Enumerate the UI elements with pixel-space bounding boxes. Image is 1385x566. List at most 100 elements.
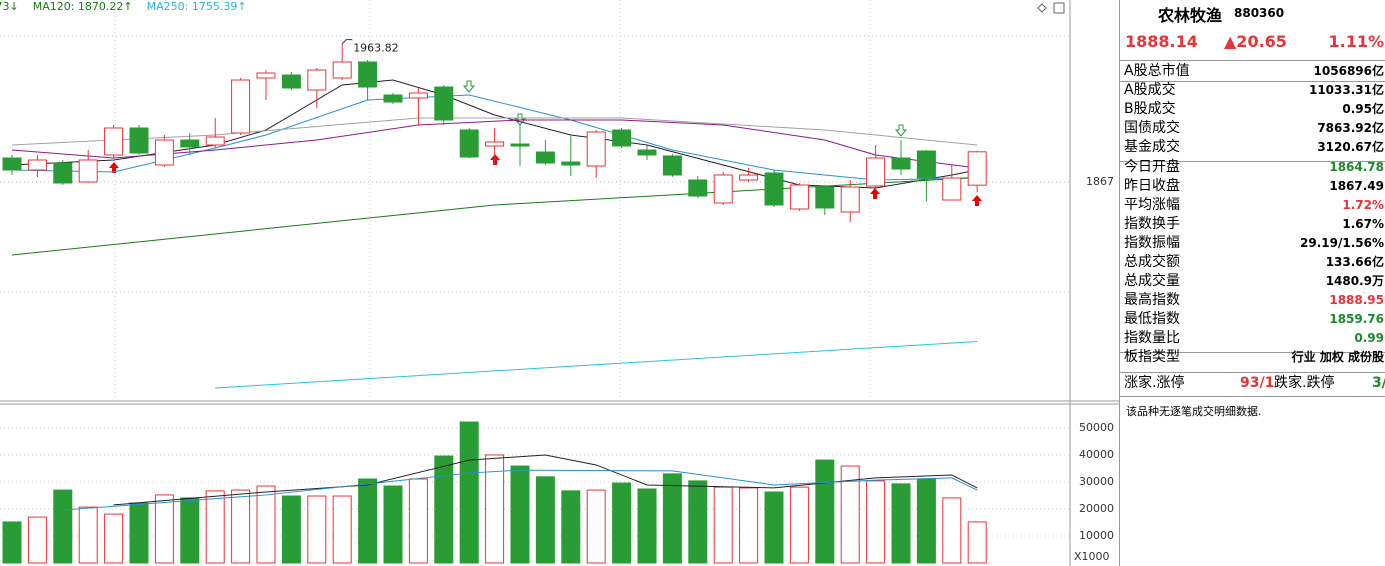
candle-body xyxy=(485,141,505,147)
candle-body xyxy=(561,161,581,166)
label: 跌家.跌停 xyxy=(1274,375,1335,391)
change: ▲20.65 xyxy=(1224,32,1287,51)
sell-arrow xyxy=(513,113,527,126)
stat-row: B股成交 0.95亿 xyxy=(1124,100,1385,119)
volume-bar xyxy=(688,480,708,564)
label: B股成交 xyxy=(1124,101,1176,117)
candle-body xyxy=(637,149,657,156)
value: 3120.67亿 xyxy=(1317,140,1384,154)
value: 0.95亿 xyxy=(1342,102,1384,116)
sell-arrow xyxy=(462,80,476,93)
divider xyxy=(1120,372,1385,373)
price: 1888.14 xyxy=(1125,32,1198,51)
candle-body xyxy=(434,86,454,121)
y-tick-label: 20000 xyxy=(1079,502,1114,515)
volume-bar xyxy=(942,497,962,564)
label: A股总市值 xyxy=(1124,63,1190,79)
stat-row: 指数振幅 29.19/1.56% xyxy=(1124,234,1385,253)
label: 总成交额 xyxy=(1124,254,1180,270)
candle-body xyxy=(662,155,682,176)
volume-bar xyxy=(408,478,428,564)
candle-body xyxy=(840,186,860,213)
volume-bar xyxy=(637,488,657,564)
signal-arrows xyxy=(462,80,908,137)
breadth-row: 涨家.涨停 93/1 跌家.跌停 3/0 xyxy=(1124,374,1385,393)
candle-body xyxy=(332,61,352,79)
icon[interactable] xyxy=(1037,3,1047,13)
candle-body xyxy=(358,61,378,88)
volume-bar xyxy=(967,521,987,564)
title: 农林牧渔 xyxy=(1158,6,1223,25)
value: 行业 加权 成份股 xyxy=(1291,350,1384,364)
volume-bar xyxy=(78,506,98,564)
chart-area: X1000 1867 1963.82 .73↓ MA120: 1870.22↑ MA25… xyxy=(0,0,1119,566)
stat-row: 平均涨幅 1.72% xyxy=(1124,196,1385,215)
candle-body xyxy=(612,129,632,147)
value: 1056896亿 xyxy=(1313,64,1384,78)
candle-body xyxy=(916,150,936,179)
volume-bar xyxy=(916,478,936,564)
volume-bar xyxy=(739,487,759,564)
volume-bar xyxy=(231,489,251,564)
y-tick-label: 10000 xyxy=(1079,529,1114,542)
candle-body xyxy=(815,186,835,209)
volume-bar xyxy=(789,486,809,564)
ma-line xyxy=(11,119,978,169)
value: 11033.31亿 xyxy=(1308,83,1384,97)
value: 29.19/1.56% xyxy=(1300,236,1384,250)
candle-body xyxy=(231,79,251,134)
volume-bar xyxy=(358,478,378,564)
volume-bar xyxy=(840,465,860,564)
sell-arrow xyxy=(894,124,908,137)
volume-bar xyxy=(713,486,733,564)
label: 国债成交 xyxy=(1124,120,1180,136)
stat-row: 昨日收盘 1867.49 xyxy=(1124,177,1385,196)
volume-bar xyxy=(662,473,682,564)
candle-body xyxy=(281,74,301,89)
value: 1.67% xyxy=(1342,217,1384,231)
candle-body xyxy=(53,162,73,184)
volume-bar xyxy=(180,497,200,564)
annotation: 1963.82 xyxy=(353,42,399,55)
label: 平均涨幅 xyxy=(1124,197,1180,213)
value: 1480.9万 xyxy=(1325,274,1384,288)
value: 1859.76 xyxy=(1329,312,1384,326)
candle-body xyxy=(383,94,403,103)
divider xyxy=(1120,352,1385,353)
divider xyxy=(1120,161,1385,162)
candle-body xyxy=(510,143,530,147)
volume-bar xyxy=(586,489,606,564)
percent: 1.11% xyxy=(1328,32,1384,51)
unit-label: X1000 xyxy=(1074,550,1110,563)
volume-bar xyxy=(129,502,149,564)
candle-body xyxy=(713,174,733,204)
volume-bar xyxy=(815,459,835,564)
volume-bar xyxy=(535,476,555,564)
value: 3/0 xyxy=(1372,375,1385,391)
label: 板指类型 xyxy=(1124,349,1180,365)
candle-body xyxy=(78,159,98,183)
buy-arrow xyxy=(870,188,880,199)
value: 1867.49 xyxy=(1329,179,1384,193)
stat-row: 指数量比 0.99 xyxy=(1124,329,1385,348)
ma-line xyxy=(11,94,978,181)
candle-body xyxy=(739,174,759,181)
label: 昨日收盘 xyxy=(1124,178,1180,194)
stat-row: A股总市值 1056896亿 xyxy=(1124,62,1385,81)
candle-body xyxy=(104,127,124,156)
candle-body xyxy=(967,151,987,186)
volume-bar xyxy=(307,495,327,564)
divider xyxy=(1120,60,1385,61)
label: 指数量比 xyxy=(1124,330,1180,346)
stat-row: 总成交额 133.66亿 xyxy=(1124,253,1385,272)
stat-row: 国债成交 7863.92亿 xyxy=(1124,119,1385,138)
label: 最高指数 xyxy=(1124,292,1180,308)
ma-line xyxy=(11,117,978,146)
buy-arrow xyxy=(972,195,982,206)
volume-bar xyxy=(383,485,403,564)
icon[interactable] xyxy=(1053,2,1065,14)
stat-row: 基金成交 3120.67亿 xyxy=(1124,138,1385,157)
candle-body xyxy=(688,179,708,197)
volume-bar xyxy=(891,483,911,564)
volume-bar xyxy=(332,495,352,564)
